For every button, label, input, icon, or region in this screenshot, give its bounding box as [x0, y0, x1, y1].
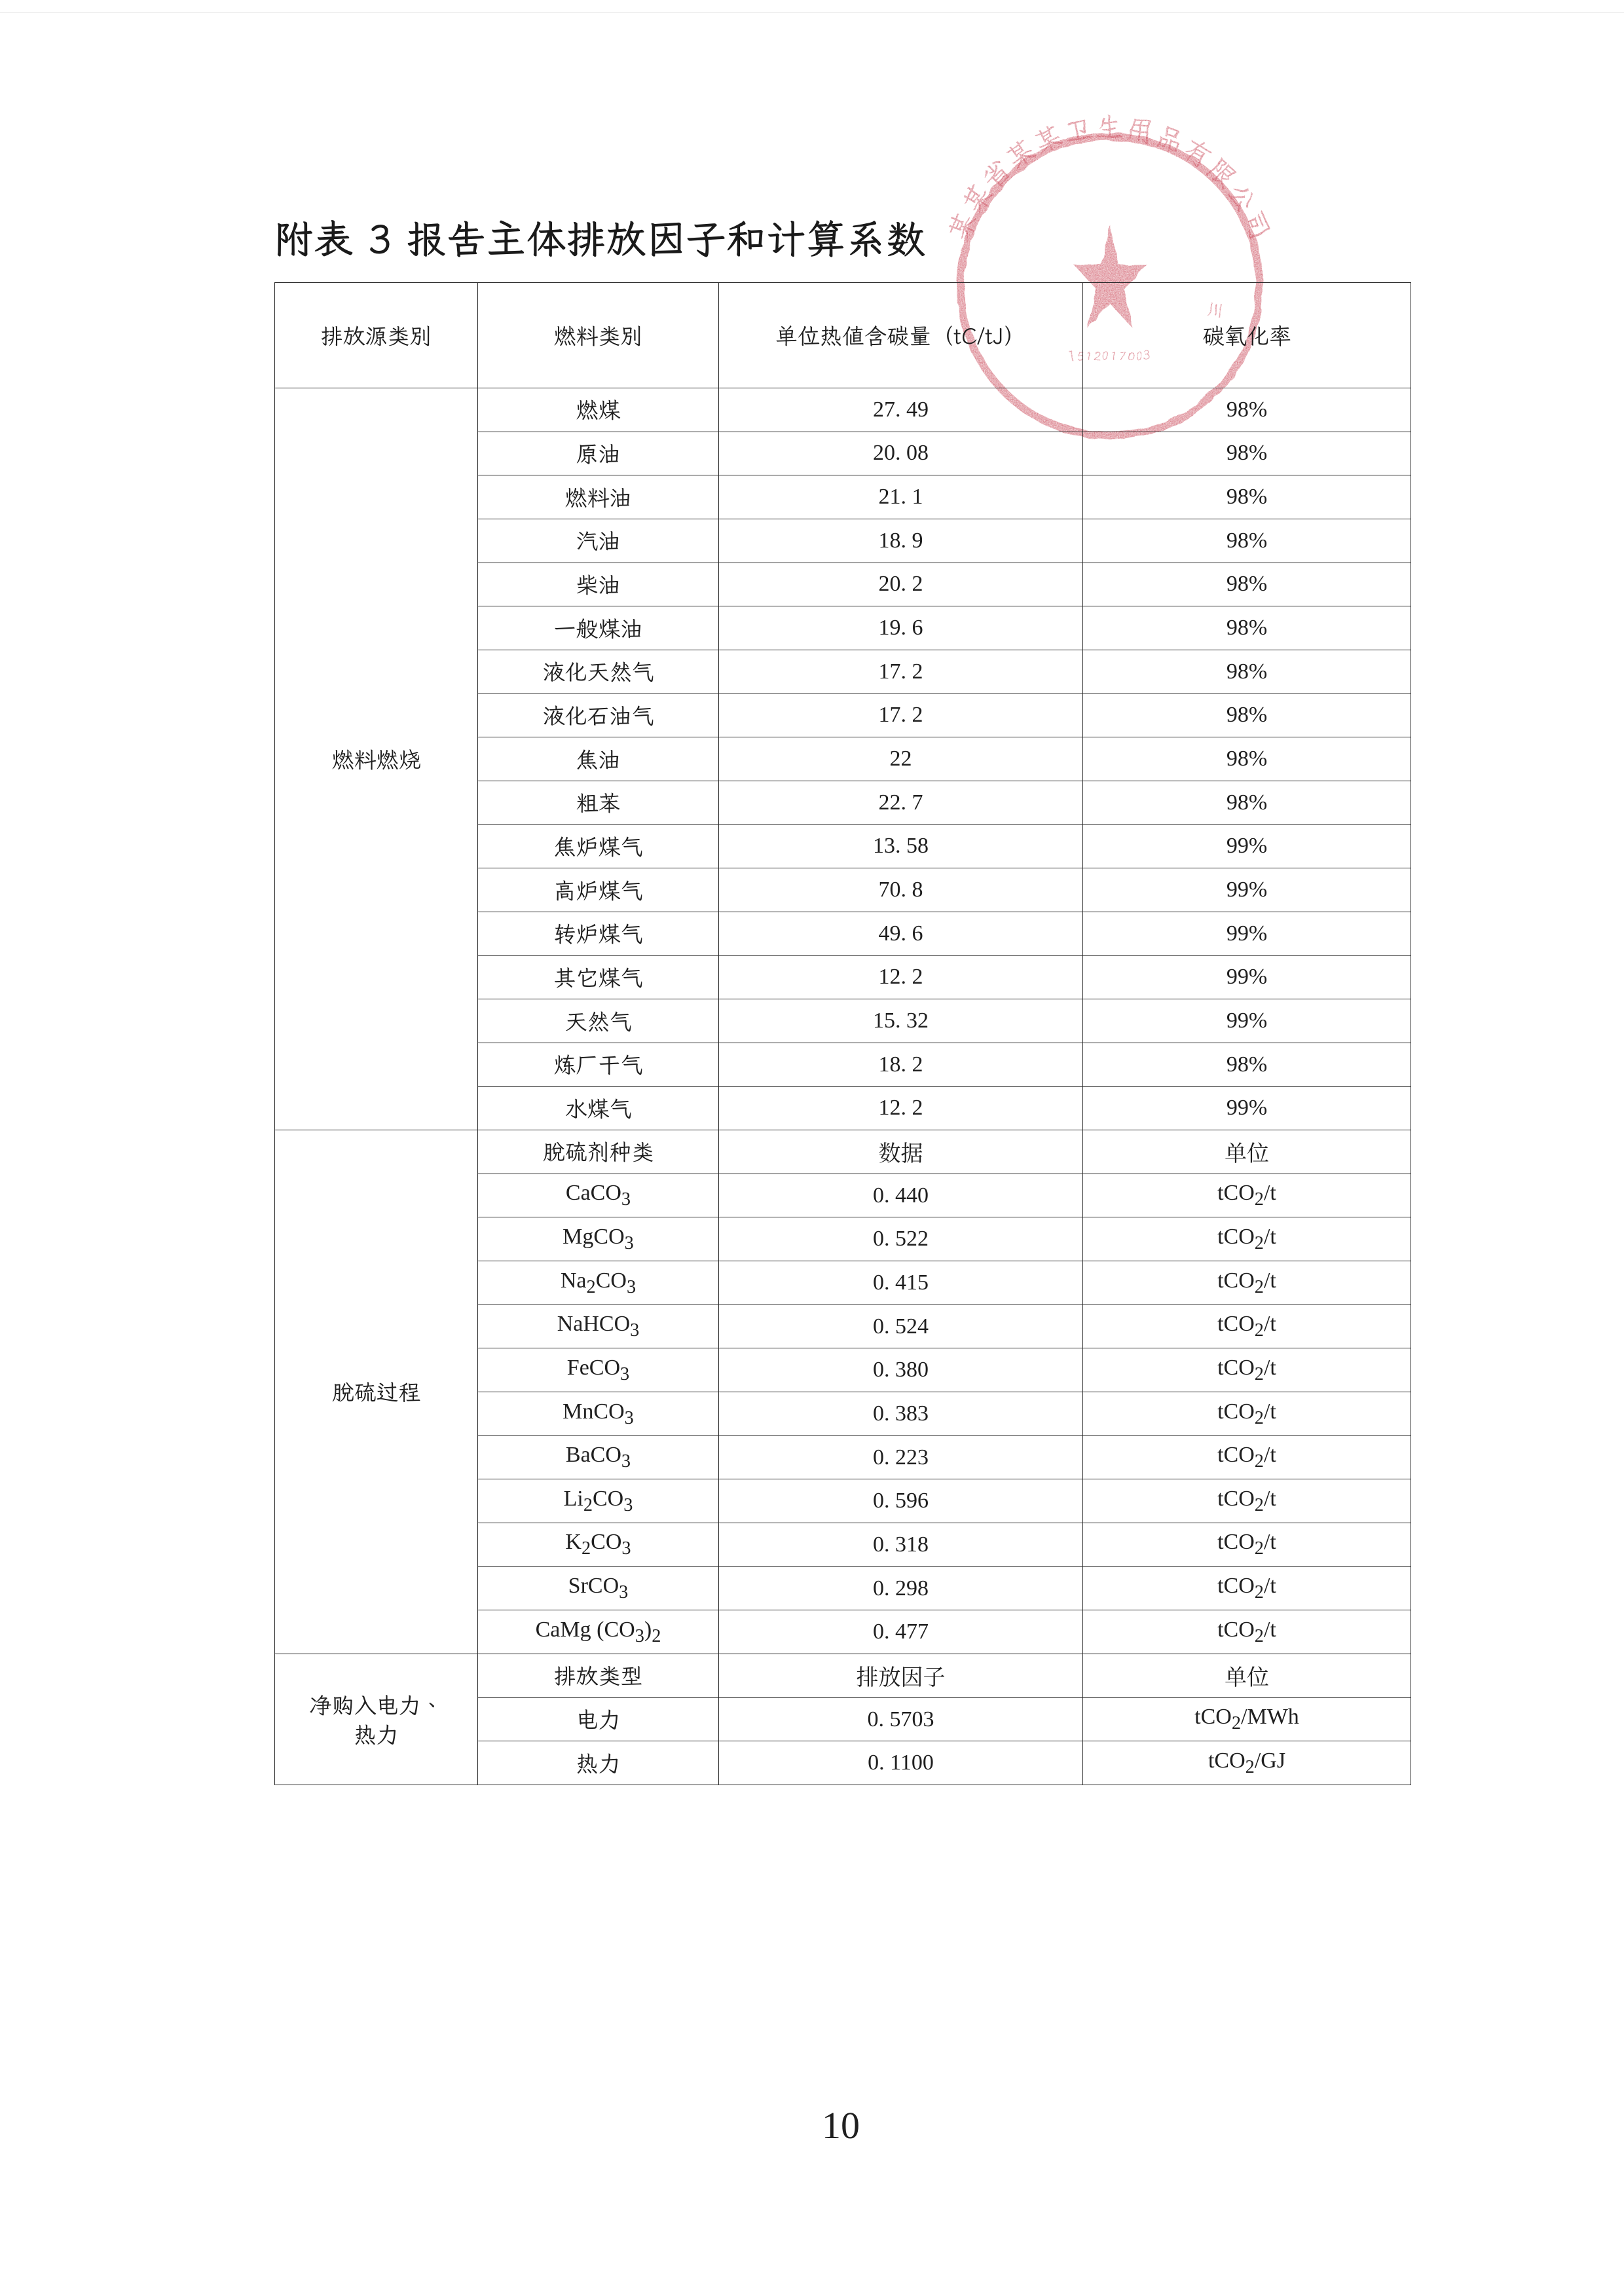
svg-text:1512017003: 1512017003	[1068, 348, 1152, 364]
svg-text:川: 川	[1206, 298, 1225, 321]
